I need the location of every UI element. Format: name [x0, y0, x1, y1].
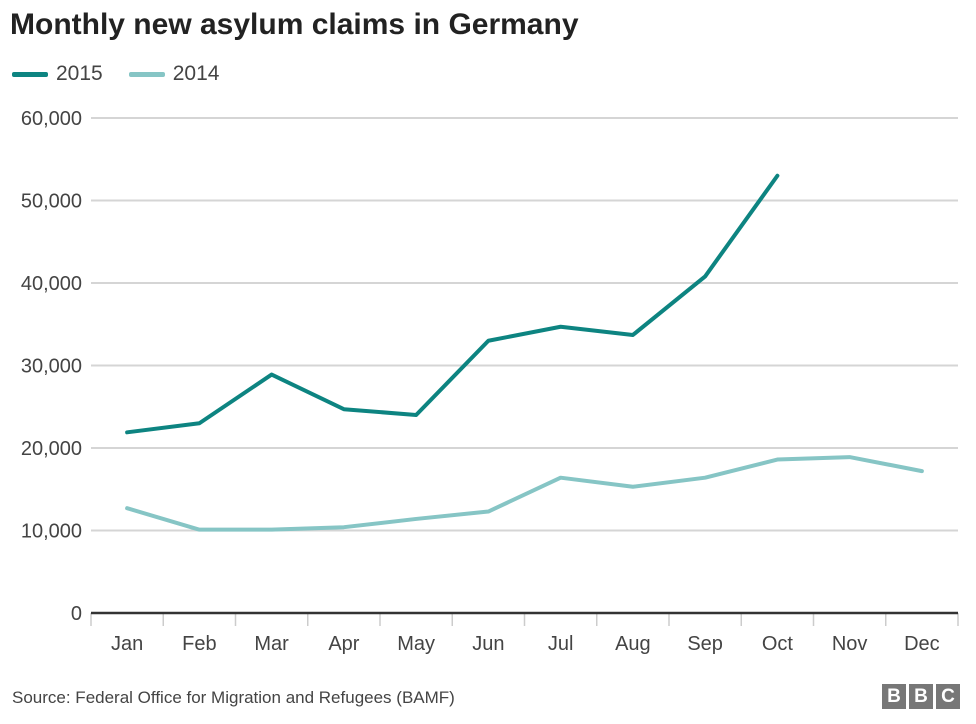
legend-label-2015: 2015 [56, 62, 103, 85]
y-tick-label: 20,000 [21, 438, 82, 460]
series-line-2014 [125, 455, 924, 532]
y-tick-label: 30,000 [21, 356, 82, 378]
y-tick-label: 50,000 [21, 191, 82, 213]
y-tick-label: 0 [71, 603, 82, 625]
x-tick-label: Nov [832, 633, 868, 655]
x-tick-label: Feb [182, 633, 216, 655]
legend-swatch-2014 [128, 71, 165, 77]
x-tick-label: Jun [472, 633, 504, 655]
legend-item-2015: 2015 [12, 62, 103, 86]
x-tick-label: Jan [111, 633, 143, 655]
series-line-2015 [125, 173, 780, 435]
legend-label-2014: 2014 [172, 62, 220, 85]
x-tick-label: Oct [762, 633, 794, 655]
chart-title: Monthly new asylum claims in Germany [10, 8, 579, 41]
legend-item-2014: 2014 [128, 62, 220, 86]
legend: 2015 2014 [12, 62, 219, 86]
y-tick-label: 60,000 [21, 108, 82, 130]
y-tick-label: 10,000 [21, 521, 82, 543]
x-tick-label: Mar [254, 633, 289, 655]
x-tick-label: Jul [548, 633, 574, 655]
x-tick-label: Apr [328, 633, 359, 655]
x-tick-label: Dec [904, 633, 940, 655]
x-tick-label: Aug [615, 633, 651, 655]
x-tick-label: May [397, 633, 435, 655]
source-note: Source: Federal Office for Migration and… [12, 688, 455, 707]
legend-swatch-2015 [12, 71, 48, 77]
x-tick-label: Sep [687, 633, 723, 655]
y-tick-label: 40,000 [21, 273, 82, 295]
